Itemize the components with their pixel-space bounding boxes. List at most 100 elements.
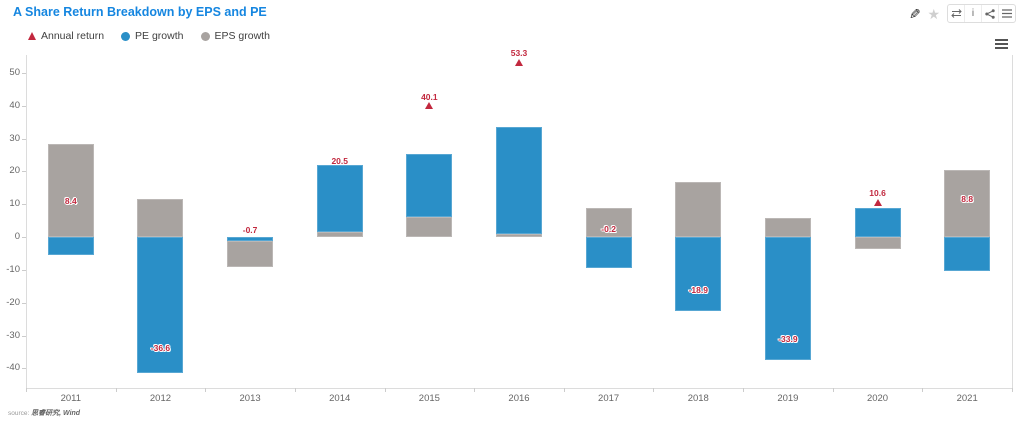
y-axis-tick-mark — [22, 368, 26, 370]
x-axis-line — [26, 388, 1013, 389]
pe-growth-bar-segment[interactable] — [227, 237, 274, 241]
y-axis-tick-label: 20 — [9, 165, 20, 177]
x-axis-tick-mark — [205, 388, 207, 392]
pe-growth-bar-segment[interactable] — [496, 127, 542, 234]
eps-growth-bar-segment[interactable] — [585, 207, 632, 238]
source-note: source: 思睿研究, Wind — [8, 408, 80, 418]
y-axis-right-line — [1012, 55, 1013, 388]
compare-arrows-icon[interactable] — [948, 5, 964, 22]
page-toolbar: ✎ ★ i — [909, 4, 1016, 23]
eps-growth-dot-icon — [200, 31, 210, 41]
legend-label: PE growth — [135, 30, 184, 42]
y-axis-tick-mark — [22, 204, 26, 206]
list-view-icon[interactable] — [998, 5, 1015, 22]
pe-growth-bar-segment[interactable] — [854, 208, 901, 238]
annual-return-label: 10.6 — [869, 188, 886, 199]
pe-growth-dot-icon — [121, 31, 131, 41]
eps-growth-bar-segment[interactable] — [764, 218, 811, 238]
pe-growth-bar-segment[interactable] — [406, 154, 453, 218]
x-axis-tick-label: 2019 — [777, 393, 799, 404]
y-axis-tick-mark — [22, 105, 26, 107]
y-axis-tick-mark — [22, 302, 26, 304]
y-axis-tick-mark — [22, 335, 26, 337]
source-prefix: source: — [8, 410, 30, 417]
pe-growth-bar-segment[interactable] — [764, 237, 811, 361]
x-axis-tick-mark — [384, 388, 386, 392]
favorite-star-icon[interactable]: ★ — [927, 5, 940, 22]
y-axis-line — [26, 55, 27, 388]
y-axis-tick-label: -30 — [6, 329, 20, 341]
y-axis-tick-mark — [22, 73, 26, 75]
y-axis-tick-label: 30 — [9, 132, 20, 144]
annual-return-label: -18.9 — [688, 285, 708, 296]
pe-growth-bar-segment[interactable] — [316, 165, 363, 233]
y-axis-tick-label: -10 — [6, 263, 20, 275]
share-icon[interactable] — [981, 5, 998, 22]
annual-return-label: 53.3 — [510, 48, 528, 59]
x-axis-tick-label: 2014 — [329, 393, 351, 404]
x-axis-tick-mark — [474, 388, 476, 392]
annual-return-label: 8.4 — [64, 195, 77, 206]
pe-growth-bar-segment[interactable] — [944, 237, 991, 271]
y-axis-tick-mark — [22, 138, 26, 140]
source-text: 思睿研究, Wind — [31, 410, 81, 417]
x-axis-tick-mark — [653, 388, 655, 392]
y-axis-tick-mark — [22, 171, 26, 173]
eps-growth-bar-segment[interactable] — [854, 237, 901, 249]
legend-item-pe-growth[interactable]: PE growth — [121, 30, 184, 42]
x-axis-tick-mark — [563, 388, 565, 392]
pe-growth-bar-segment[interactable] — [585, 237, 632, 268]
annual-return-label: 40.1 — [421, 91, 438, 102]
annual-return-marker — [515, 58, 523, 66]
x-axis-tick-mark — [294, 388, 296, 392]
pe-growth-bar-segment[interactable] — [675, 237, 722, 311]
eps-growth-bar-segment[interactable] — [675, 181, 722, 238]
legend-item-annual-return[interactable]: Annual return — [28, 30, 104, 42]
annual-return-label: 8.8 — [961, 194, 974, 205]
eps-growth-bar-segment[interactable] — [496, 233, 542, 238]
chart-menu-icon[interactable] — [995, 37, 1008, 51]
chart-actions-group: i — [947, 4, 1016, 23]
x-axis-tick-mark — [743, 388, 745, 392]
annual-return-label: 20.5 — [331, 155, 348, 166]
x-axis-tick-label: 2012 — [149, 393, 172, 404]
x-axis-tick-label: 2015 — [418, 393, 440, 404]
eps-growth-bar-segment[interactable] — [406, 217, 453, 238]
y-axis-tick-label: -40 — [6, 362, 20, 374]
x-axis-tick-mark — [1012, 388, 1013, 392]
y-axis-tick-label: 10 — [9, 198, 20, 210]
eps-growth-bar-segment[interactable] — [137, 199, 184, 238]
x-axis-tick-mark — [26, 388, 27, 392]
eps-growth-bar-segment[interactable] — [944, 169, 991, 238]
x-axis-tick-label: 2017 — [598, 393, 620, 404]
annual-return-label: -36.6 — [150, 343, 171, 354]
annual-return-label: -33.9 — [778, 334, 798, 345]
page-title: A Share Return Breakdown by EPS and PE — [13, 5, 267, 19]
pe-growth-bar-segment[interactable] — [137, 237, 184, 374]
annual-return-marker — [425, 102, 434, 110]
legend-label: EPS growth — [214, 30, 270, 42]
x-axis-tick-label: 2018 — [687, 393, 709, 404]
y-axis-tick-label: 50 — [9, 67, 20, 79]
y-axis-tick-label: 0 — [14, 231, 20, 243]
legend-label: Annual return — [41, 30, 105, 42]
legend-item-eps-growth[interactable]: EPS growth — [200, 30, 270, 42]
x-axis-tick-label: 2020 — [866, 393, 889, 404]
annual-return-triangle-icon — [28, 32, 36, 40]
pe-growth-bar-segment[interactable] — [47, 237, 94, 256]
y-axis-tick-label: 40 — [9, 99, 20, 111]
x-axis-tick-label: 2013 — [239, 393, 261, 404]
y-axis-tick-mark — [22, 237, 26, 239]
x-axis-tick-mark — [922, 388, 924, 392]
eps-growth-bar-segment[interactable] — [227, 241, 274, 267]
eps-growth-bar-segment[interactable] — [47, 143, 94, 238]
chart-legend: Annual return PE growth EPS growth — [28, 30, 270, 42]
info-icon[interactable]: i — [964, 5, 981, 22]
x-axis-tick-label: 2011 — [60, 393, 82, 404]
eps-growth-bar-segment[interactable] — [316, 232, 363, 238]
annual-return-label: -0.2 — [601, 223, 616, 234]
y-axis-tick-label: -20 — [6, 296, 20, 308]
x-axis-tick-mark — [832, 388, 834, 392]
